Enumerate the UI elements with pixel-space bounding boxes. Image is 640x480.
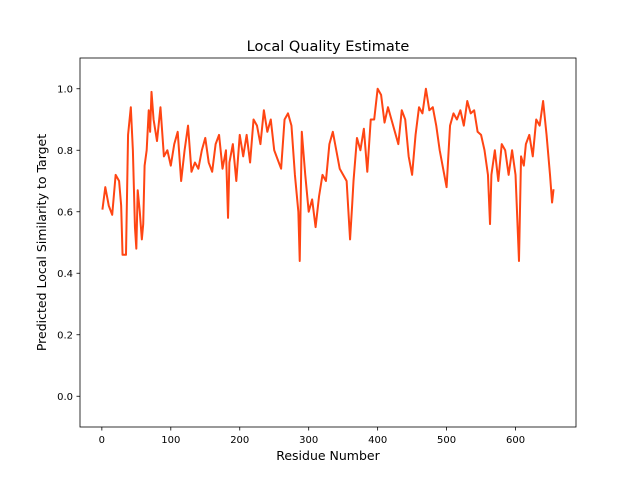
data-line xyxy=(101,87,555,262)
y-tick-label: 0.6 xyxy=(57,207,73,218)
y-tick-label: 0.2 xyxy=(57,330,73,341)
x-tick-label: 0 xyxy=(99,435,105,446)
x-tick-label: 600 xyxy=(506,435,525,446)
x-axis-label: Residue Number xyxy=(276,448,380,463)
x-tick-label: 100 xyxy=(161,435,180,446)
y-axis-label: Predicted Local Similarity to Target xyxy=(34,134,49,351)
y-tick-label: 1.0 xyxy=(57,84,73,95)
y-tick-label: 0.0 xyxy=(57,392,73,403)
y-tick-label: 0.4 xyxy=(57,269,73,280)
x-tick-label: 500 xyxy=(437,435,456,446)
plot-frame xyxy=(79,57,577,428)
chart-title: Local Quality Estimate xyxy=(247,39,410,55)
x-tick-label: 400 xyxy=(368,435,387,446)
x-tick-label: 200 xyxy=(230,435,249,446)
y-tick-label: 0.8 xyxy=(57,146,73,157)
x-tick-label: 300 xyxy=(299,435,318,446)
